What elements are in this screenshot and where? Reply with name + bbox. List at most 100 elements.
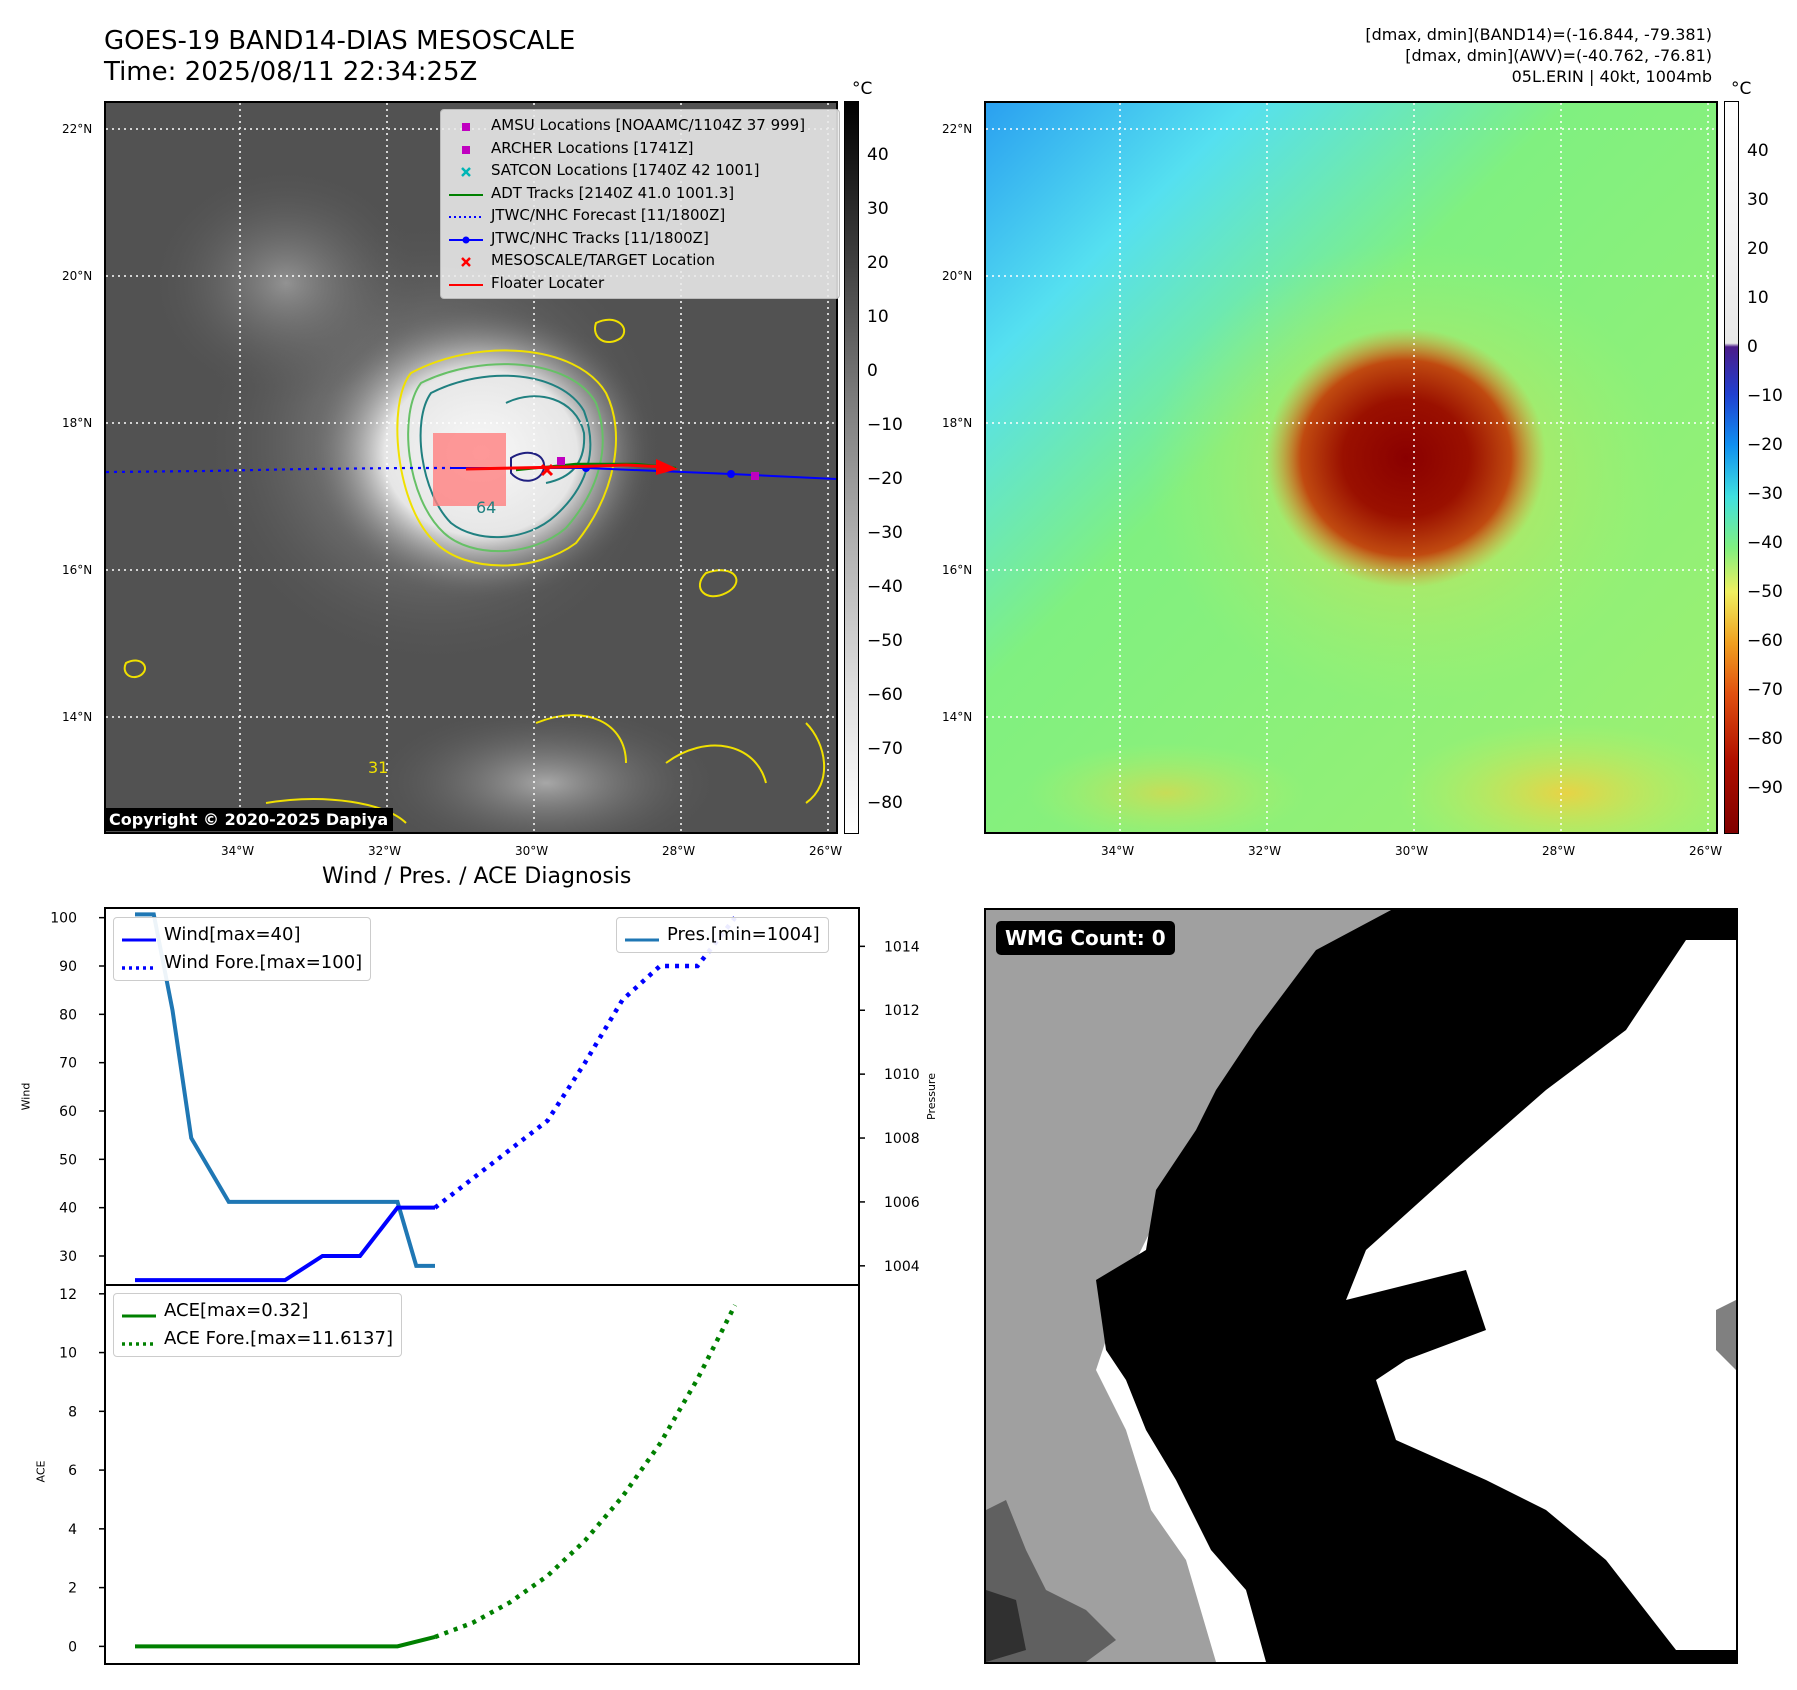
ir-colorbar-tick-label: 30: [867, 199, 889, 219]
lat-label-22n: 22°N: [62, 122, 93, 136]
ir-colorbar-tick-label: 20: [867, 253, 889, 273]
legend-entry: ADT Tracks [2140Z 41.0 1001.3]: [449, 182, 831, 205]
ir-colorbar-tick-label: 0: [867, 361, 878, 381]
figure-title: GOES-19 BAND14-DIAS MESOSCALE Time: 2025…: [104, 26, 575, 88]
contour-label-64: 64: [476, 498, 496, 517]
copyright-label: Copyright © 2020-2025 Dapiya: [104, 808, 394, 831]
legend-entry: MESOSCALE/TARGET Location: [449, 249, 831, 272]
wind-axis-tick-label: 70: [59, 1056, 77, 1072]
legend-entry: AMSU Locations [NOAAMC/1104Z 37 999]: [449, 114, 831, 137]
ir-colorbar-tick-label: 10: [867, 307, 889, 327]
ir-colorbar-tick-label: −20: [867, 469, 903, 489]
stats-band14: [dmax, dmin](BAND14)=(-16.844, -79.381): [1365, 25, 1712, 44]
wind-axis-label: Wind: [19, 1082, 33, 1111]
legend-entry-label: ARCHER Locations [1741Z]: [491, 138, 694, 157]
title-time: Time: 2025/08/11 22:34:25Z: [104, 57, 478, 87]
pressure-axis-tick-label: 1006: [884, 1195, 920, 1211]
pressure-axis-tick-label: 1008: [884, 1131, 920, 1147]
pressure-axis-tick-label: 1010: [884, 1067, 920, 1083]
wv-colorbar-tick-label: −90: [1747, 778, 1783, 798]
legend-entry-label: JTWC/NHC Tracks [11/1800Z]: [491, 228, 709, 247]
wv-lat-label-20n: 20°N: [942, 269, 973, 283]
wv-colorbar-unit: °C: [1731, 79, 1752, 99]
wmg-count-badge: WMG Count: 0: [996, 921, 1175, 955]
wv-colorbar-tick-label: −60: [1747, 631, 1783, 651]
wind-axis-tick-label: 30: [59, 1249, 77, 1265]
legend-marker-icon: [449, 253, 483, 268]
legend-marker-icon: [449, 276, 483, 290]
ir-colorbar-tick-label: −50: [867, 631, 903, 651]
wv-colorbar-tick-label: −30: [1747, 484, 1783, 504]
ace-axis-tick-label: 6: [68, 1463, 77, 1479]
wv-lon-label-34w: 34°W: [1101, 844, 1135, 858]
pressure-axis-label: Pressure: [924, 1073, 938, 1120]
ace-legend: ACE[max=0.32] ACE Fore.[max=11.6137]: [113, 1293, 402, 1357]
ir-colorbar-tick-label: 40: [867, 145, 889, 165]
ir-colorbar-tick-label: −40: [867, 577, 903, 597]
ace-axis-label: ACE: [34, 1460, 48, 1483]
legend-entry: Floater Locater: [449, 272, 831, 295]
lon-label-34w: 34°W: [221, 844, 255, 858]
wv-lon-label-32w: 32°W: [1248, 844, 1282, 858]
ir-colorbar: [844, 101, 859, 834]
wv-colorbar-tick-label: −70: [1747, 680, 1783, 700]
lat-label-20n: 20°N: [62, 269, 93, 283]
ir-colorbar-tick-label: −60: [867, 685, 903, 705]
legend-entry-label: JTWC/NHC Forecast [11/1800Z]: [491, 206, 726, 224]
legend-marker-icon: [449, 118, 483, 132]
wind-axis-tick-label: 90: [59, 959, 77, 975]
wv-colorbar-tick-label: 40: [1747, 141, 1769, 161]
legend-entry: SATCON Locations [1740Z 42 1001]: [449, 159, 831, 182]
lon-label-32w: 32°W: [368, 844, 402, 858]
wv-lat-label-18n: 18°N: [942, 416, 973, 430]
legend-entry-label: AMSU Locations [NOAAMC/1104Z 37 999]: [491, 116, 806, 134]
legend-ace-fore-label: ACE Fore.[max=11.6137]: [164, 1328, 393, 1349]
pressure-axis-tick-label: 1014: [884, 939, 920, 955]
wind-axis-tick-label: 80: [59, 1007, 77, 1023]
contour-label-31: 31: [368, 758, 388, 777]
legend-entry-label: ADT Tracks [2140Z 41.0 1001.3]: [491, 183, 735, 202]
ir-colorbar-tick-label: −10: [867, 415, 903, 435]
figure-stats: [dmax, dmin](BAND14)=(-16.844, -79.381) …: [1365, 24, 1712, 87]
legend-wind-fore-label: Wind Fore.[max=100]: [164, 952, 363, 973]
wv-colorbar: [1724, 101, 1739, 834]
ace-axis-tick-label: 10: [59, 1346, 77, 1362]
ir-colorbar-tick-label: −30: [867, 523, 903, 543]
ir-colorbar-tick-label: −70: [867, 739, 903, 759]
ace-axis-tick-label: 12: [59, 1287, 77, 1303]
legend-marker-icon: [449, 231, 483, 245]
wv-colorbar-tick-label: 0: [1747, 337, 1758, 357]
ace-axis-tick-label: 2: [68, 1581, 77, 1597]
wv-map-image: [986, 103, 1716, 832]
ace-series-line: [135, 1635, 436, 1649]
legend-marker-icon: [449, 208, 483, 222]
wv-colorbar-tick-label: 10: [1747, 288, 1769, 308]
title-product: GOES-19 BAND14-DIAS MESOSCALE: [104, 26, 576, 56]
legend-pres-label: Pres.[min=1004]: [667, 924, 820, 945]
pressure-axis-tick-label: 1012: [884, 1003, 920, 1019]
stats-storm: 05L.ERIN | 40kt, 1004mb: [1511, 67, 1712, 86]
lon-label-26w: 26°W: [809, 844, 843, 858]
stats-awv: [dmax, dmin](AWV)=(-40.762, -76.81): [1405, 46, 1712, 65]
ir-colorbar-tick-label: −80: [867, 793, 903, 813]
wind-axis-tick-label: 100: [50, 911, 77, 927]
wind-forecast-series-line: [433, 916, 737, 1210]
lat-label-16n: 16°N: [62, 563, 93, 577]
wv-map-panel: [984, 101, 1718, 834]
wmg-image: [986, 910, 1736, 1662]
ir-colorbar-unit: °C: [852, 79, 873, 99]
wv-colorbar-tick-label: −80: [1747, 729, 1783, 749]
wmg-panel: [984, 908, 1738, 1664]
wv-lon-label-28w: 28°W: [1542, 844, 1576, 858]
legend-entry-label: MESOSCALE/TARGET Location: [491, 251, 716, 269]
lon-label-28w: 28°W: [662, 844, 696, 858]
wv-lon-label-30w: 30°W: [1395, 844, 1429, 858]
wv-colorbar-tick-label: 20: [1747, 239, 1769, 259]
diagnosis-chart: 1009080706050403010141012101010081006100…: [50, 907, 920, 1665]
wind-axis-tick-label: 50: [59, 1152, 77, 1168]
wv-lon-label-26w: 26°W: [1689, 844, 1723, 858]
wv-lat-label-14n: 14°N: [942, 710, 973, 724]
lat-label-14n: 14°N: [62, 710, 93, 724]
wind-axis-tick-label: 60: [59, 1104, 77, 1120]
ace-axes: [104, 1284, 860, 1665]
